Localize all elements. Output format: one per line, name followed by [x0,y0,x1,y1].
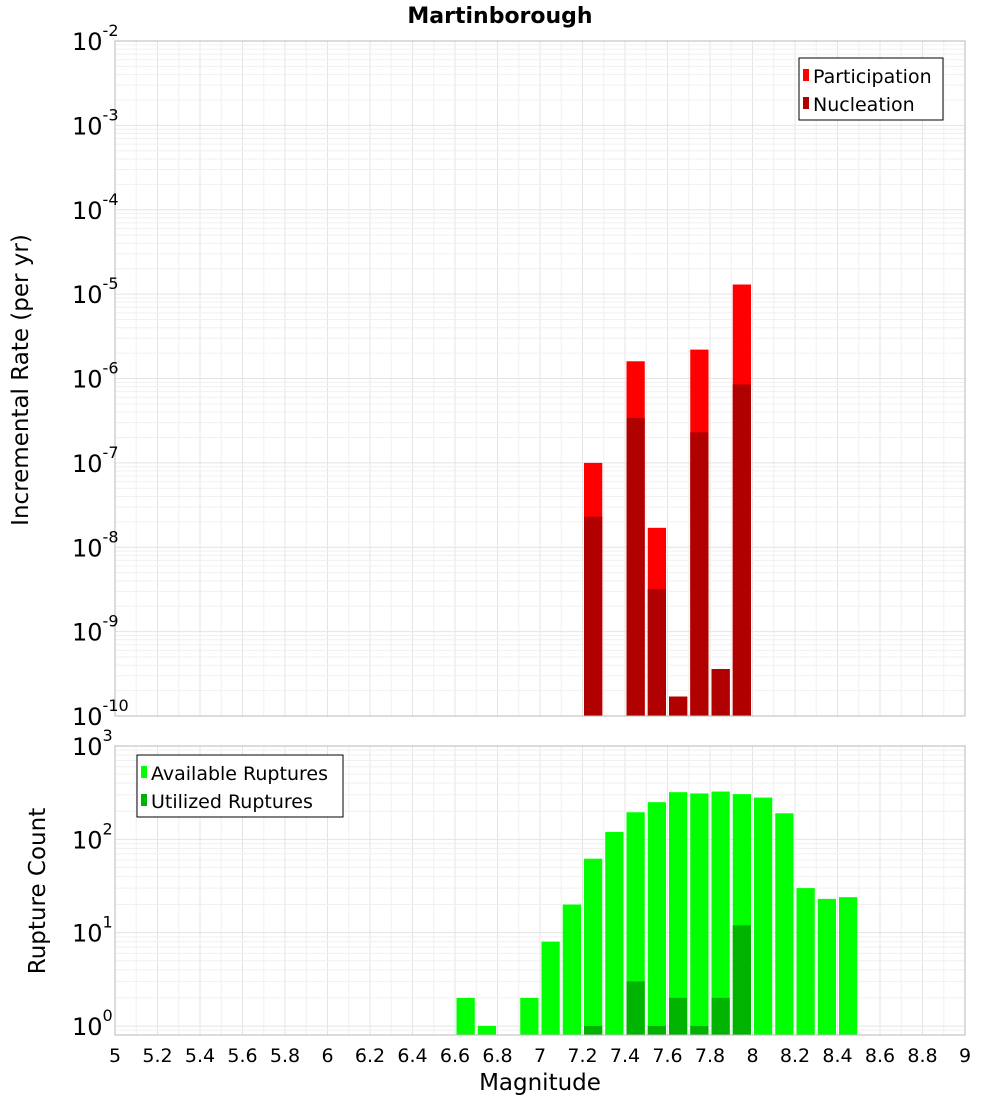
top-y-tick-label: 10-9 [72,612,119,647]
utilized-ruptures-bar [626,981,645,1035]
available-ruptures-bar [690,793,709,1035]
available-ruptures-bar [817,898,836,1035]
x-tick-label: 8.8 [907,1045,937,1067]
bottom-y-tick-label: 101 [72,913,113,948]
x-tick-label: 5 [109,1045,121,1067]
nucleation-bar [669,696,688,716]
x-tick-label: 5.2 [142,1045,172,1067]
x-tick-label: 5.4 [185,1045,215,1067]
x-tick-label: 6.6 [440,1045,470,1067]
utilized-ruptures-bar [732,925,751,1035]
top-y-tick-label: 10-6 [72,359,119,394]
available-ruptures-bar [477,1025,496,1035]
x-tick-label: 8.2 [780,1045,810,1067]
nucleation-bar [647,589,666,716]
available-ruptures-bar [541,941,560,1035]
nucleation-bar [626,418,645,716]
nucleation-bar [711,669,730,716]
x-tick-label: 9 [959,1045,971,1067]
utilized-ruptures-bar [711,997,730,1035]
legend-label: Available Ruptures [151,763,328,785]
legend-label: Utilized Ruptures [151,791,313,813]
bottom-y-tick-label: 102 [72,819,113,854]
legend-label: Nucleation [813,94,915,116]
available-ruptures-bar [584,858,603,1035]
nucleation-bar [732,384,751,716]
utilized-ruptures-bar [647,1025,666,1035]
available-ruptures-bar [626,812,645,1035]
top-plot-frame [114,40,966,717]
legend-swatch [141,766,147,778]
top-y-tick-label: 10-10 [72,696,129,731]
top-y-tick-label: 10-2 [72,21,119,56]
x-tick-label: 7.2 [567,1045,597,1067]
x-tick-label: 7.4 [610,1045,640,1067]
bottom-legend-box [136,754,344,818]
chart-title: Martinborough [407,4,592,29]
available-ruptures-bar [562,904,581,1035]
bottom-plot-frame [114,745,966,1036]
available-ruptures-bar [711,791,730,1035]
legend-swatch [141,794,147,806]
top-bars [584,284,751,716]
x-tick-label: 8.4 [822,1045,852,1067]
x-tick-label: 5.6 [227,1045,257,1067]
bottom-legend: Available Ruptures Utilized Ruptures [136,754,344,818]
x-tick-label: 8.6 [865,1045,895,1067]
utilized-ruptures-bar [669,997,688,1035]
available-ruptures-bar [520,997,539,1035]
x-tick-label: 6 [321,1045,333,1067]
top-y-tick-label: 10-4 [72,190,119,225]
x-tick-label: 7 [534,1045,546,1067]
x-tick-label: 8 [746,1045,758,1067]
available-ruptures-bar [775,813,794,1035]
x-tick-label: 5.8 [270,1045,300,1067]
top-y-axis-label: Incremental Rate (per yr) [8,234,34,526]
top-legend-box [798,57,944,121]
bottom-y-axis-label: Rupture Count [25,808,51,974]
bottom-y-tick-label: 100 [72,1006,113,1041]
x-tick-label: 6.4 [397,1045,427,1067]
top-y-tick-label: 10-3 [72,105,119,140]
top-rate-plot: 10-2 10-3 10-4 10-5 10-6 10-7 10-8 10-9 10-10 Par… [72,21,966,731]
legend-swatch [803,97,809,109]
top-y-tick-label: 10-7 [72,443,119,478]
x-tick-label: 7.8 [695,1045,725,1067]
available-ruptures-bar [669,792,688,1035]
utilized-ruptures-bar [690,1025,709,1035]
top-legend: Participation Nucleation [798,57,944,121]
nucleation-bar [690,432,709,716]
top-y-tick-label: 10-5 [72,274,119,309]
bottom-y-tick-label: 103 [72,726,113,761]
bottom-bars [456,791,858,1035]
legend-swatch [803,69,809,81]
x-tick-label: 6.8 [482,1045,512,1067]
available-ruptures-bar [605,831,624,1035]
top-y-tick-label: 10-8 [72,527,119,562]
available-ruptures-bar [839,897,858,1035]
available-ruptures-bar [456,997,475,1035]
x-axis-label: Magnitude [479,1070,601,1096]
utilized-ruptures-bar [584,1025,603,1035]
nucleation-bar [584,516,603,716]
x-tick-label: 7.6 [652,1045,682,1067]
available-ruptures-bar [754,797,773,1035]
available-ruptures-bar [647,802,666,1035]
available-ruptures-bar [796,888,815,1035]
x-tick-label: 6.2 [355,1045,385,1067]
legend-label: Participation [813,66,932,88]
